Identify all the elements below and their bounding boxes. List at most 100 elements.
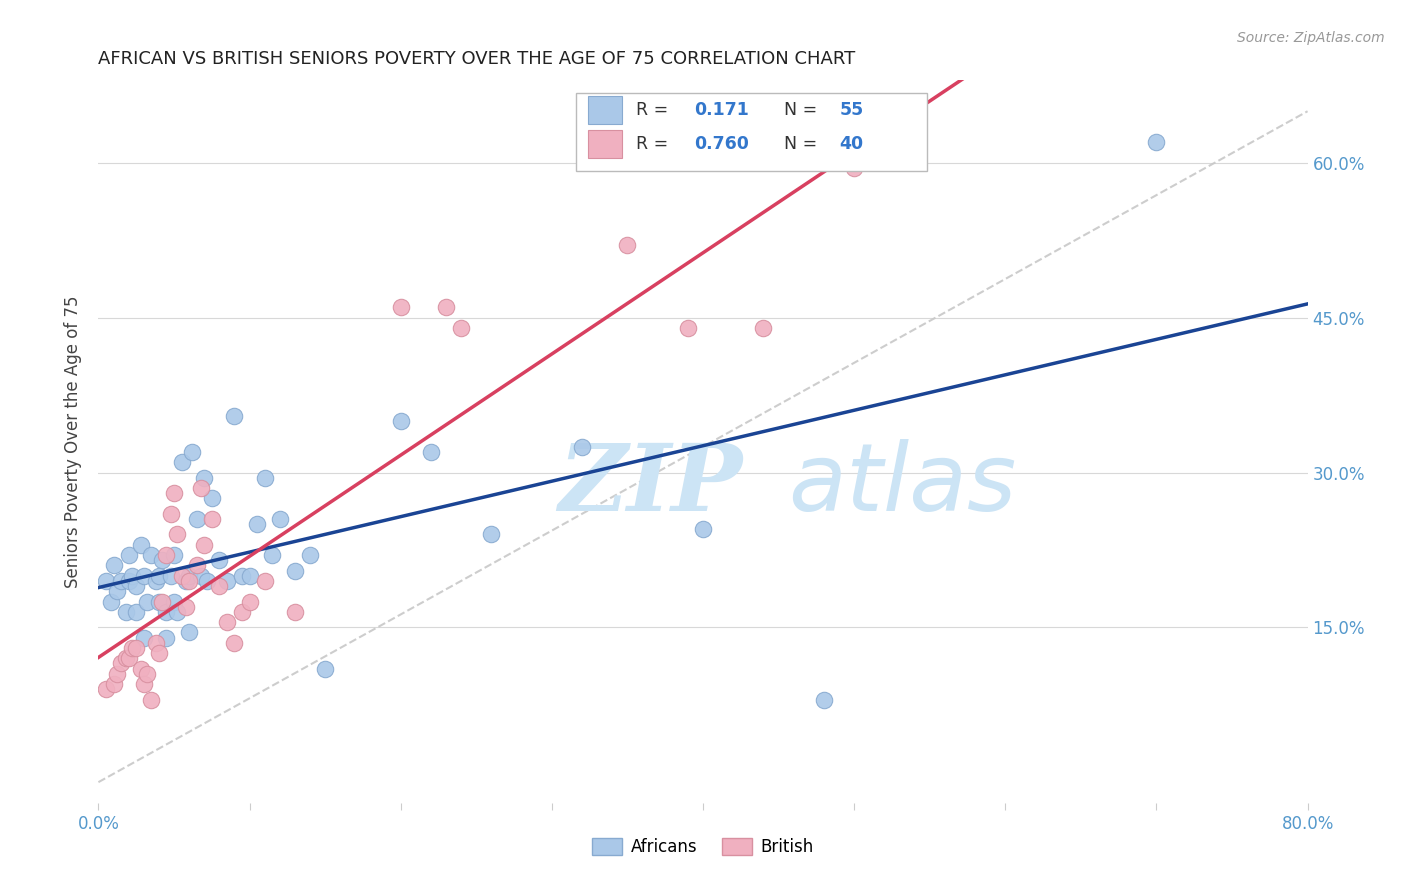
Text: ZIP: ZIP — [558, 440, 742, 530]
Point — [170, 568, 193, 582]
Point — [224, 409, 246, 423]
Point — [208, 553, 231, 567]
Point — [150, 553, 173, 567]
Point — [201, 491, 224, 506]
Point — [253, 471, 276, 485]
Point — [193, 471, 215, 485]
Point — [420, 445, 443, 459]
FancyBboxPatch shape — [588, 96, 621, 124]
Point — [201, 512, 224, 526]
Point — [141, 692, 163, 706]
Point — [110, 657, 132, 671]
Point — [125, 640, 148, 655]
Point — [186, 512, 208, 526]
Point — [135, 666, 157, 681]
Point — [181, 445, 204, 459]
Point — [94, 682, 117, 697]
Point — [105, 584, 128, 599]
Point — [132, 631, 155, 645]
Point — [253, 574, 276, 588]
Point — [284, 564, 307, 578]
Y-axis label: Seniors Poverty Over the Age of 75: Seniors Poverty Over the Age of 75 — [65, 295, 83, 588]
Point — [179, 568, 201, 582]
Point — [141, 548, 163, 562]
Point — [148, 594, 170, 608]
Point — [114, 651, 136, 665]
Point — [186, 558, 208, 573]
Point — [246, 517, 269, 532]
Point — [813, 692, 835, 706]
Point — [224, 636, 246, 650]
Point — [215, 574, 238, 588]
Text: N =: N = — [785, 101, 823, 119]
Point — [193, 538, 215, 552]
Point — [166, 527, 188, 541]
Point — [752, 321, 775, 335]
Point — [103, 558, 125, 573]
Point — [155, 548, 177, 562]
Point — [389, 301, 412, 315]
Point — [314, 662, 336, 676]
Point — [174, 574, 197, 588]
Point — [692, 522, 714, 536]
Point — [450, 321, 472, 335]
Text: Source: ZipAtlas.com: Source: ZipAtlas.com — [1237, 31, 1385, 45]
Point — [94, 574, 117, 588]
Point — [160, 507, 183, 521]
Point — [174, 599, 197, 614]
Point — [100, 594, 122, 608]
Point — [262, 548, 284, 562]
Point — [163, 486, 186, 500]
Point — [299, 548, 322, 562]
Point — [231, 605, 253, 619]
Point — [269, 512, 291, 526]
Point — [114, 605, 136, 619]
Text: N =: N = — [785, 135, 823, 153]
Point — [118, 574, 141, 588]
Point — [190, 481, 212, 495]
Point — [239, 568, 262, 582]
Title: AFRICAN VS BRITISH SENIORS POVERTY OVER THE AGE OF 75 CORRELATION CHART: AFRICAN VS BRITISH SENIORS POVERTY OVER … — [98, 50, 856, 68]
Point — [160, 568, 183, 582]
Point — [118, 651, 141, 665]
Text: atlas: atlas — [787, 440, 1017, 531]
Point — [125, 579, 148, 593]
Point — [148, 646, 170, 660]
Text: 40: 40 — [839, 135, 863, 153]
Point — [676, 321, 699, 335]
Legend: Africans, British: Africans, British — [585, 831, 821, 863]
Point — [195, 574, 218, 588]
Point — [163, 594, 186, 608]
Point — [121, 640, 143, 655]
Point — [110, 574, 132, 588]
Point — [129, 662, 152, 676]
Point — [434, 301, 457, 315]
Point — [616, 238, 638, 252]
Point — [844, 161, 866, 175]
Point — [125, 605, 148, 619]
Point — [1144, 135, 1167, 149]
Point — [179, 625, 201, 640]
Point — [481, 527, 503, 541]
Text: 55: 55 — [839, 101, 863, 119]
Point — [166, 605, 188, 619]
Point — [135, 594, 157, 608]
Point — [190, 568, 212, 582]
Point — [132, 568, 155, 582]
Point — [155, 631, 177, 645]
Point — [121, 568, 143, 582]
Point — [170, 455, 193, 469]
Point — [179, 574, 201, 588]
Point — [132, 677, 155, 691]
Point — [389, 414, 412, 428]
Text: 0.760: 0.760 — [695, 135, 749, 153]
Point — [231, 568, 253, 582]
Point — [155, 605, 177, 619]
Text: 0.171: 0.171 — [695, 101, 749, 119]
Point — [571, 440, 593, 454]
Text: R =: R = — [637, 101, 675, 119]
FancyBboxPatch shape — [576, 93, 927, 170]
Point — [103, 677, 125, 691]
Point — [145, 636, 167, 650]
Point — [148, 568, 170, 582]
